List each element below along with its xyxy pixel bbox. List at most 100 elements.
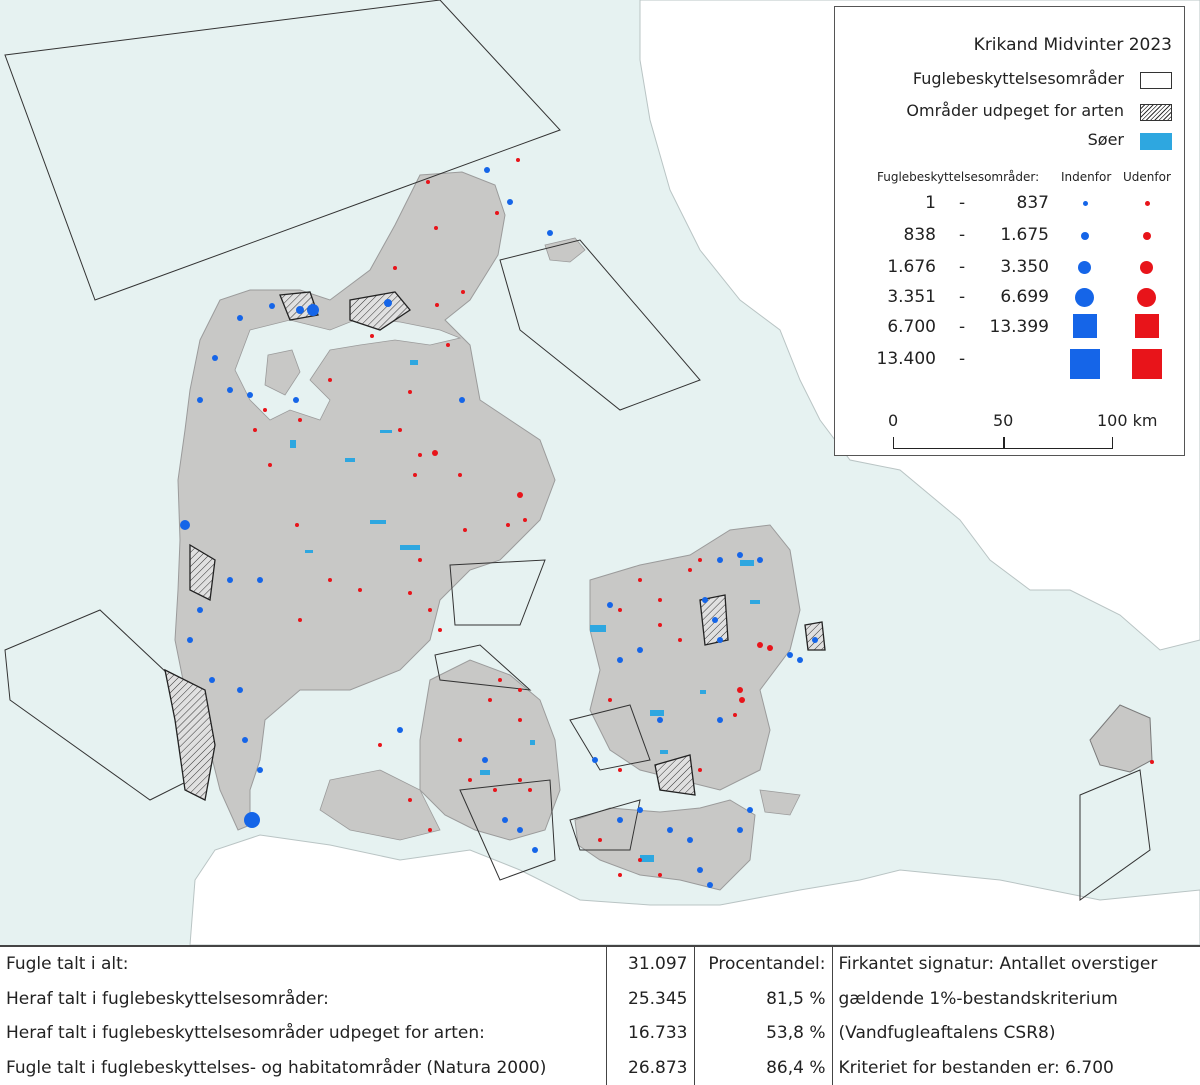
observation-point <box>506 523 510 527</box>
observation-point <box>658 598 662 602</box>
mon-island <box>759 789 801 816</box>
outside-symbol <box>1135 314 1159 338</box>
stats-label: Heraf talt i fuglebeskyttelsesområder: <box>0 981 607 1016</box>
observation-point <box>707 882 713 888</box>
legend-header-inside: Indenfor <box>1061 170 1112 184</box>
observation-point <box>812 637 818 643</box>
observation-point <box>242 737 248 743</box>
stats-value: 25.345 <box>606 981 695 1016</box>
map-legend: Krikand Midvinter 2023 Fuglebeskyttelses… <box>834 6 1185 456</box>
legend-swatch-protection-areas <box>1140 72 1172 89</box>
designated-areas <box>164 291 826 801</box>
observation-point <box>737 827 743 833</box>
observation-point <box>434 226 438 230</box>
observation-point <box>408 798 412 802</box>
class-dash: - <box>959 317 966 337</box>
observation-point <box>757 557 763 563</box>
legend-class-row: 838 - 1.675 <box>835 225 1184 259</box>
observation-points <box>180 158 1154 888</box>
stats-note: Firkantet signatur: Antallet overstiger <box>838 954 1158 975</box>
observation-point <box>528 788 532 792</box>
observation-point <box>518 778 522 782</box>
inside-symbol <box>1073 314 1097 338</box>
observation-point <box>747 807 753 813</box>
observation-point <box>307 304 319 316</box>
scale-label-0: 0 <box>888 411 899 430</box>
observation-point <box>737 552 743 558</box>
stats-percent: Procentandel: <box>694 947 833 982</box>
observation-point <box>493 788 497 792</box>
observation-point <box>767 645 773 651</box>
inside-symbol <box>1081 232 1089 240</box>
observation-point <box>257 577 263 583</box>
legend-label-lakes: Søer <box>1087 130 1124 149</box>
legend-swatch-lakes <box>1140 133 1172 150</box>
legend-title: Krikand Midvinter 2023 <box>973 35 1172 55</box>
observation-point <box>408 390 412 394</box>
inside-symbol <box>1075 288 1094 307</box>
observation-point <box>418 453 422 457</box>
class-low: 838 <box>903 225 936 245</box>
observation-point <box>269 303 275 309</box>
observation-point <box>295 523 299 527</box>
map-area: Krikand Midvinter 2023 Fuglebeskyttelses… <box>0 0 1200 945</box>
observation-point <box>244 812 260 828</box>
class-low: 3.351 <box>887 287 936 307</box>
inside-symbol <box>1083 201 1088 206</box>
south-funen-islands <box>319 769 441 841</box>
stats-label: Fugle talt i fuglebeskyttelses- og habit… <box>0 1050 607 1085</box>
observation-point <box>459 397 465 403</box>
stats-label: Heraf talt i fuglebeskyttelsesområder ud… <box>0 1016 607 1051</box>
observation-point <box>518 688 522 692</box>
observation-point <box>712 617 718 623</box>
stats-row: Heraf talt i fuglebeskyttelsesområder: 2… <box>0 981 1200 1016</box>
outside-symbol <box>1143 232 1151 240</box>
stats-value: 16.733 <box>606 1016 695 1051</box>
class-low: 6.700 <box>887 317 936 337</box>
observation-point <box>378 743 382 747</box>
observation-point <box>197 607 203 613</box>
outside-symbol <box>1145 201 1150 206</box>
observation-point <box>432 450 438 456</box>
laeso-island <box>544 237 586 263</box>
zealand-land <box>589 524 801 791</box>
observation-point <box>370 334 374 338</box>
observation-point <box>688 568 692 572</box>
observation-point <box>209 677 215 683</box>
observation-point <box>617 657 623 663</box>
stats-percent: 86,4 % <box>694 1050 833 1085</box>
observation-point <box>498 678 502 682</box>
observation-point <box>717 637 723 643</box>
observation-point <box>717 557 723 563</box>
observation-point <box>468 778 472 782</box>
observation-point <box>328 578 332 582</box>
observation-point <box>495 211 499 215</box>
legend-label-protection-areas: Fuglebeskyttelsesområder <box>912 69 1124 88</box>
observation-point <box>187 637 193 643</box>
observation-point <box>397 727 403 733</box>
stats-row: Fugle talt i alt: 31.097 Procentandel: F… <box>0 947 1200 982</box>
observation-point <box>638 578 642 582</box>
observation-point <box>517 827 523 833</box>
legend-header-label: Fuglebeskyttelsesområder: <box>877 170 1040 184</box>
observation-point <box>787 652 793 658</box>
observation-point <box>658 623 662 627</box>
legend-label-designated-areas: Områder udpeget for arten <box>906 101 1124 120</box>
observation-point <box>298 418 302 422</box>
observation-point <box>398 428 402 432</box>
stats-note: (Vandfugleaftalens CSR8) <box>838 1023 1056 1044</box>
outside-symbol <box>1140 261 1153 274</box>
stats-row: Fugle talt i fuglebeskyttelses- og habit… <box>0 1050 1200 1085</box>
legend-class-row: 1.676 - 3.350 <box>835 257 1184 291</box>
lolland-falster <box>574 799 756 891</box>
scale-label-50: 50 <box>993 411 1014 430</box>
legend-class-row: 3.351 - 6.699 <box>835 287 1184 321</box>
lakes <box>290 360 760 862</box>
observation-point <box>197 397 203 403</box>
observation-point <box>296 306 304 314</box>
stats-note: Kriteriet for bestanden er: 6.700 <box>838 1057 1114 1078</box>
class-high: 3.350 <box>1000 257 1049 277</box>
mors-island <box>264 349 301 396</box>
observation-point <box>702 597 708 603</box>
observation-point <box>426 180 430 184</box>
